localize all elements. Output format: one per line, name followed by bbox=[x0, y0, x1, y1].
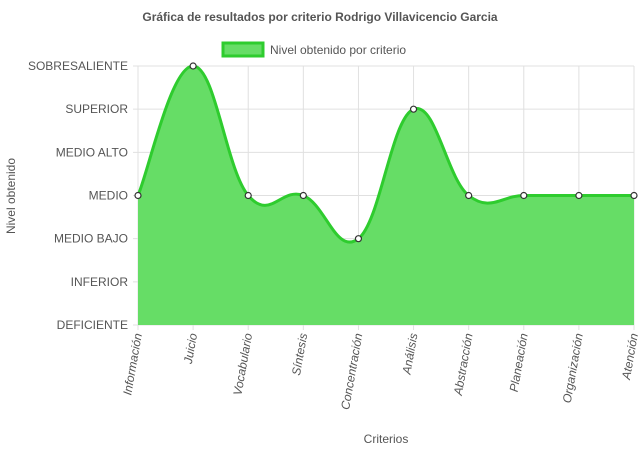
area-layer bbox=[136, 64, 634, 325]
y-tick-label: MEDIO BAJO bbox=[54, 232, 128, 246]
y-tick-label: MEDIO bbox=[89, 189, 128, 203]
legend[interactable]: Nivel obtenido por criterio bbox=[221, 41, 406, 58]
data-point[interactable] bbox=[134, 191, 142, 200]
x-tick-label: Atención bbox=[619, 332, 639, 382]
x-axis-title: Criterios bbox=[364, 432, 409, 446]
x-tick-label: Concentración bbox=[338, 332, 365, 411]
x-axis-ticks: Información Juicio Vocabulario Síntesis Conc… bbox=[120, 332, 639, 411]
x-tick-label: Análisis bbox=[399, 332, 420, 376]
legend-label: Nivel obtenido por criterio bbox=[270, 43, 406, 57]
x-tick-label: Abstracción bbox=[451, 332, 476, 397]
x-tick-label: Síntesis bbox=[289, 332, 310, 376]
y-axis-ticks: DEFICIENTE INFERIOR MEDIO BAJO MEDIO MEDIO A… bbox=[28, 59, 128, 332]
y-axis-title: Nivel obtenido bbox=[4, 158, 18, 234]
y-tick-label: SUPERIOR bbox=[65, 102, 128, 116]
data-point[interactable] bbox=[409, 105, 418, 113]
x-tick-label: Planeación bbox=[507, 332, 531, 393]
data-point[interactable] bbox=[630, 191, 638, 200]
y-tick-label: INFERIOR bbox=[71, 275, 129, 289]
x-tick-label: Juicio bbox=[181, 332, 200, 366]
x-tick-label: Información bbox=[120, 332, 145, 396]
data-point[interactable] bbox=[575, 191, 583, 200]
chart-title: Gráfica de resultados por criterio Rodri… bbox=[142, 10, 498, 24]
data-point[interactable] bbox=[520, 191, 528, 200]
y-tick-label: MEDIO ALTO bbox=[56, 145, 128, 159]
data-point[interactable] bbox=[465, 191, 473, 200]
data-point[interactable] bbox=[244, 191, 252, 200]
y-tick-label: SOBRESALIENTE bbox=[28, 59, 128, 73]
y-tick-label: DEFICIENTE bbox=[57, 318, 128, 332]
x-tick-label: Organización bbox=[560, 332, 586, 404]
x-tick-label: Vocabulario bbox=[230, 332, 255, 397]
data-point[interactable] bbox=[354, 235, 363, 243]
series-area bbox=[138, 66, 634, 325]
data-point[interactable] bbox=[299, 191, 307, 200]
legend-swatch bbox=[221, 41, 265, 58]
data-point[interactable] bbox=[189, 62, 197, 70]
data-points[interactable] bbox=[134, 62, 638, 243]
